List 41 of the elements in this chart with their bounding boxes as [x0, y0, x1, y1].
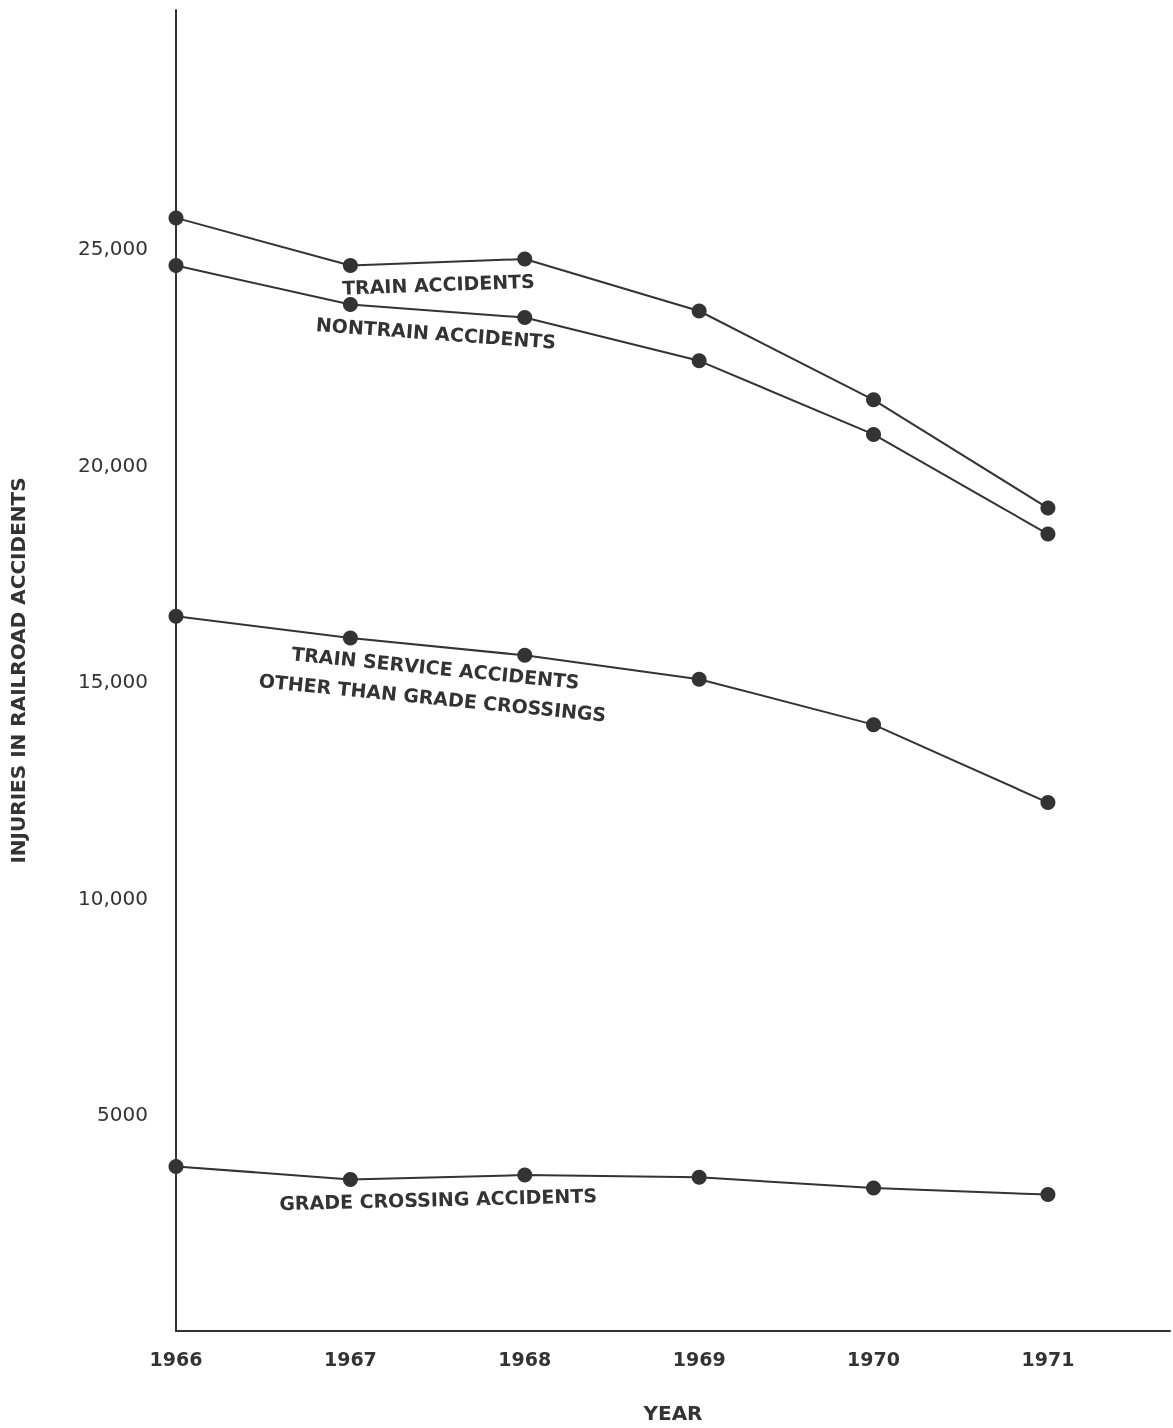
- x-axis-title: YEAR: [642, 1401, 703, 1425]
- point: [866, 392, 882, 408]
- point: [342, 1171, 358, 1187]
- point: [1040, 795, 1056, 811]
- y-tick-label: 10,000: [78, 885, 148, 910]
- point: [342, 630, 358, 646]
- point: [168, 210, 184, 226]
- x-tick-label: 1970: [847, 1347, 900, 1370]
- point: [342, 258, 358, 274]
- point: [691, 671, 707, 687]
- series-label: GRADE CROSSING ACCIDENTS: [279, 1184, 598, 1215]
- y-tick-label: 5000: [97, 1102, 148, 1127]
- point: [168, 1158, 184, 1174]
- point: [866, 1180, 882, 1196]
- y-axis-title: INJURIES IN RAILROAD ACCIDENTS: [6, 477, 30, 864]
- point: [866, 426, 882, 442]
- y-tick-label: 25,000: [78, 236, 148, 261]
- series-label: TRAIN ACCIDENTS: [341, 269, 536, 299]
- x-tick-label: 1967: [323, 1347, 377, 1370]
- point: [517, 251, 533, 267]
- point: [691, 303, 707, 319]
- x-tick-label: 1966: [149, 1347, 203, 1370]
- y-tick-label: 20,000: [78, 452, 148, 477]
- series-label: NONTRAIN ACCIDENTS: [315, 313, 557, 353]
- point: [517, 647, 533, 663]
- point: [342, 297, 358, 313]
- point: [691, 1169, 707, 1185]
- y-tick-label: 15,000: [78, 669, 148, 694]
- point: [1040, 1187, 1056, 1203]
- point: [168, 258, 184, 274]
- x-tick-label: 1968: [498, 1347, 552, 1370]
- x-tick-label: 1969: [672, 1347, 726, 1370]
- point: [1040, 526, 1056, 542]
- point: [517, 310, 533, 326]
- point: [517, 1167, 533, 1183]
- point: [866, 717, 882, 733]
- point: [168, 608, 184, 624]
- text: TRAIN SERVICE ACCIDENTS OTHER THAN GRADE CROSSINGS: [257, 642, 608, 726]
- point: [691, 353, 707, 369]
- point: [1040, 500, 1056, 516]
- x-tick-label: 1971: [1021, 1347, 1075, 1370]
